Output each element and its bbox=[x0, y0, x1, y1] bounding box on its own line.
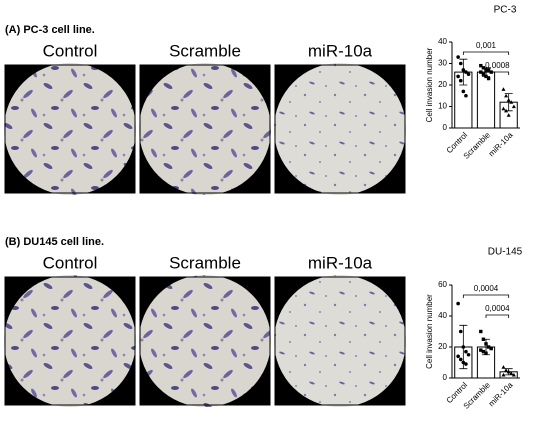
data-point bbox=[506, 98, 511, 102]
data-point bbox=[479, 70, 483, 74]
micrograph bbox=[4, 275, 136, 407]
data-point bbox=[461, 360, 466, 365]
data-point bbox=[506, 369, 511, 374]
data-point bbox=[479, 329, 483, 334]
data-point bbox=[484, 68, 488, 72]
image-label: Control bbox=[43, 253, 98, 272]
panel-label: (A) PC-3 cell line. bbox=[5, 24, 95, 36]
data-point bbox=[461, 89, 466, 94]
significance-bracket bbox=[462, 294, 510, 298]
data-point bbox=[511, 372, 516, 377]
y-tick-label: 60 bbox=[438, 280, 447, 289]
data-point bbox=[481, 72, 486, 76]
significance-bracket bbox=[462, 51, 510, 55]
p-value: 0,0004 bbox=[485, 304, 510, 313]
y-axis-label: Cell invasion number bbox=[425, 294, 434, 369]
data-point bbox=[504, 368, 509, 372]
data-point bbox=[456, 301, 460, 306]
image-label: miR-10a bbox=[308, 41, 373, 60]
y-tick-label: 0 bbox=[443, 123, 448, 132]
data-point bbox=[489, 346, 493, 351]
image-label: Control bbox=[43, 41, 98, 60]
micrograph bbox=[274, 275, 406, 407]
data-point bbox=[479, 348, 483, 352]
significance-bracket bbox=[485, 314, 510, 318]
data-point bbox=[458, 329, 463, 334]
y-tick-label: 0 bbox=[443, 373, 448, 382]
micrograph bbox=[4, 63, 136, 195]
data-point bbox=[456, 354, 460, 359]
image-frame-clip bbox=[274, 276, 406, 406]
data-point bbox=[501, 87, 506, 91]
y-axis-label: Cell invasion number bbox=[425, 47, 434, 122]
data-point bbox=[486, 76, 491, 81]
data-point bbox=[501, 106, 506, 111]
data-point bbox=[504, 93, 509, 98]
data-point bbox=[481, 337, 486, 341]
chart-title: PC-3 bbox=[494, 5, 517, 16]
data-point bbox=[501, 365, 506, 369]
data-point bbox=[504, 108, 509, 113]
data-point bbox=[458, 61, 463, 66]
data-point bbox=[461, 68, 466, 72]
data-point bbox=[506, 113, 511, 117]
x-tick-label: miR-10a bbox=[487, 380, 515, 408]
micrograph bbox=[139, 275, 271, 407]
y-tick-label: 20 bbox=[438, 80, 447, 89]
data-point bbox=[484, 351, 488, 355]
y-tick-label: 40 bbox=[438, 311, 447, 320]
micrograph bbox=[139, 63, 271, 195]
image-frame-clip bbox=[4, 276, 136, 406]
image-label: Scramble bbox=[169, 41, 241, 60]
data-point bbox=[481, 66, 486, 70]
data-point bbox=[464, 362, 468, 366]
data-point bbox=[466, 72, 471, 77]
micrograph bbox=[274, 63, 406, 195]
y-tick-label: 20 bbox=[438, 342, 447, 351]
data-point bbox=[509, 100, 514, 104]
p-value: 0,0008 bbox=[485, 61, 510, 70]
panel-label: (B) DU145 cell line. bbox=[5, 236, 104, 248]
y-tick-label: 40 bbox=[438, 37, 447, 46]
data-point bbox=[456, 55, 460, 59]
x-tick-label: miR-10a bbox=[487, 130, 515, 158]
data-point bbox=[479, 63, 483, 68]
data-point bbox=[484, 74, 488, 79]
data-point bbox=[481, 349, 486, 354]
bar bbox=[476, 71, 496, 129]
p-value: 0,0004 bbox=[474, 284, 499, 293]
data-point bbox=[501, 372, 506, 377]
data-point bbox=[458, 78, 463, 83]
data-point bbox=[456, 74, 460, 79]
image-label: miR-10a bbox=[308, 253, 373, 272]
data-point bbox=[464, 93, 468, 98]
image-frame-clip bbox=[139, 276, 271, 406]
chart-title: DU-145 bbox=[488, 247, 523, 258]
image-frame-clip bbox=[4, 64, 136, 194]
data-point bbox=[461, 345, 466, 349]
data-point bbox=[486, 345, 491, 349]
data-point bbox=[466, 352, 471, 357]
data-point bbox=[509, 371, 514, 375]
data-point bbox=[464, 349, 468, 354]
p-value: 0,001 bbox=[476, 41, 497, 50]
image-frame-clip bbox=[139, 64, 271, 194]
significance-bracket bbox=[485, 71, 510, 75]
y-tick-label: 10 bbox=[438, 102, 447, 111]
data-point bbox=[458, 357, 463, 362]
data-point bbox=[464, 70, 468, 74]
data-point bbox=[484, 342, 488, 346]
error-bar bbox=[459, 58, 468, 86]
y-tick-label: 30 bbox=[438, 59, 447, 68]
data-point bbox=[486, 68, 491, 72]
image-frame-clip bbox=[274, 64, 406, 194]
image-label: Scramble bbox=[169, 253, 241, 272]
data-point bbox=[511, 104, 516, 109]
